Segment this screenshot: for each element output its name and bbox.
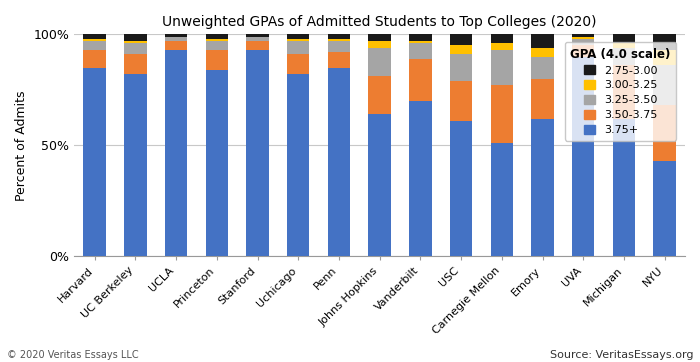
Bar: [612, 119, 635, 256]
Bar: [491, 50, 513, 85]
Bar: [491, 143, 513, 256]
Bar: [450, 121, 473, 256]
Text: Source: VeritasEssays.org: Source: VeritasEssays.org: [550, 350, 693, 360]
Bar: [124, 34, 146, 41]
Bar: [491, 43, 513, 50]
Bar: [368, 41, 391, 48]
Bar: [612, 34, 635, 43]
Bar: [328, 39, 350, 41]
Bar: [165, 37, 188, 41]
Bar: [287, 41, 309, 54]
Bar: [206, 50, 228, 70]
Bar: [124, 54, 146, 74]
Bar: [83, 39, 106, 41]
Bar: [410, 41, 432, 43]
Bar: [491, 85, 513, 143]
Bar: [653, 34, 676, 50]
Bar: [287, 34, 309, 39]
Bar: [612, 43, 635, 48]
Bar: [531, 79, 554, 119]
Bar: [328, 34, 350, 39]
Bar: [124, 41, 146, 43]
Bar: [368, 34, 391, 41]
Legend: 2.75-3.00, 3.00-3.25, 3.25-3.50, 3.50-3.75, 3.75+: 2.75-3.00, 3.00-3.25, 3.25-3.50, 3.50-3.…: [565, 42, 676, 141]
Bar: [246, 41, 269, 50]
Bar: [165, 34, 188, 37]
Bar: [206, 41, 228, 50]
Bar: [410, 101, 432, 256]
Bar: [287, 74, 309, 256]
Bar: [653, 66, 676, 105]
Bar: [287, 39, 309, 41]
Bar: [328, 41, 350, 52]
Y-axis label: Percent of Admits: Percent of Admits: [15, 90, 28, 201]
Bar: [83, 68, 106, 256]
Bar: [124, 43, 146, 54]
Bar: [572, 39, 594, 45]
Bar: [328, 52, 350, 68]
Bar: [124, 74, 146, 256]
Bar: [612, 66, 635, 119]
Bar: [246, 50, 269, 256]
Bar: [572, 37, 594, 39]
Bar: [246, 37, 269, 41]
Bar: [206, 34, 228, 39]
Bar: [612, 48, 635, 66]
Bar: [531, 34, 554, 48]
Bar: [450, 54, 473, 81]
Bar: [450, 45, 473, 54]
Bar: [491, 34, 513, 43]
Bar: [450, 34, 473, 45]
Bar: [246, 34, 269, 37]
Bar: [410, 43, 432, 59]
Bar: [572, 56, 594, 256]
Bar: [531, 119, 554, 256]
Bar: [206, 70, 228, 256]
Bar: [287, 54, 309, 74]
Bar: [410, 59, 432, 101]
Text: © 2020 Veritas Essays LLC: © 2020 Veritas Essays LLC: [7, 350, 139, 360]
Bar: [572, 45, 594, 56]
Bar: [165, 50, 188, 256]
Bar: [83, 34, 106, 39]
Bar: [531, 56, 554, 79]
Bar: [450, 81, 473, 121]
Title: Unweighted GPAs of Admitted Students to Top Colleges (2020): Unweighted GPAs of Admitted Students to …: [162, 15, 597, 29]
Bar: [531, 48, 554, 56]
Bar: [572, 34, 594, 37]
Bar: [206, 39, 228, 41]
Bar: [653, 105, 676, 161]
Bar: [368, 76, 391, 114]
Bar: [368, 48, 391, 76]
Bar: [653, 50, 676, 66]
Bar: [83, 50, 106, 68]
Bar: [328, 68, 350, 256]
Bar: [368, 114, 391, 256]
Bar: [165, 41, 188, 50]
Bar: [653, 161, 676, 256]
Bar: [83, 41, 106, 50]
Bar: [410, 34, 432, 41]
